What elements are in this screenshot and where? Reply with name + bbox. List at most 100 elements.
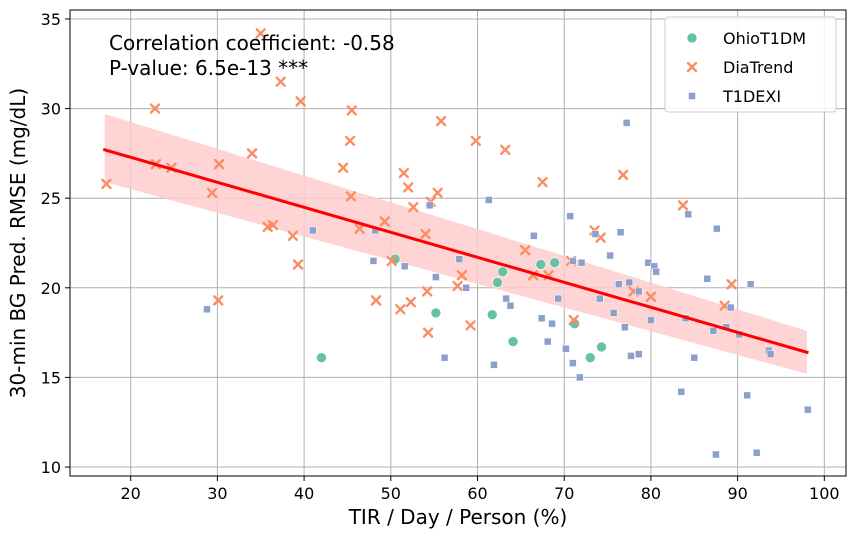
legend-item-ohiot1dm: OhioT1DM xyxy=(686,29,806,48)
data-point xyxy=(255,28,266,39)
data-point xyxy=(519,244,531,256)
marker-stroke xyxy=(149,103,161,114)
data-point xyxy=(625,278,633,287)
x-ticks: 20 30 40 50 60 70 80 90 100 xyxy=(121,476,840,503)
y-tick-label: 25 xyxy=(41,189,61,208)
data-point xyxy=(709,327,718,335)
marker-stroke xyxy=(213,158,225,170)
data-point xyxy=(566,212,575,220)
data-point xyxy=(500,144,511,156)
data-point xyxy=(535,259,547,270)
marker-stroke xyxy=(101,178,112,190)
y-tick-label: 30 xyxy=(41,100,61,119)
data-point xyxy=(497,266,508,277)
series-ohiot1dm xyxy=(316,253,607,364)
data-point xyxy=(677,200,689,211)
data-point xyxy=(537,314,546,323)
legend-item-t1dexi: T1DEXI xyxy=(688,87,781,106)
x-tick-label: 100 xyxy=(809,484,840,503)
data-point xyxy=(316,352,327,364)
y-tick-label: 15 xyxy=(41,368,61,387)
marker-stroke xyxy=(432,187,443,199)
data-point xyxy=(246,148,258,159)
marker-stroke xyxy=(617,169,629,181)
data-point xyxy=(606,251,614,260)
data-point xyxy=(402,182,414,193)
confidence-band-area xyxy=(104,113,807,374)
data-point xyxy=(101,178,112,190)
data-point xyxy=(465,320,476,331)
data-point xyxy=(621,323,629,331)
x-tick-label: 60 xyxy=(467,484,487,503)
legend: OhioT1DM DiaTrend T1DEXI xyxy=(664,16,837,113)
p-value-annotation: P-value: 6.5e-13 *** xyxy=(109,56,308,80)
data-point xyxy=(576,373,584,382)
data-point xyxy=(647,316,655,324)
data-point xyxy=(584,352,596,364)
marker-stroke xyxy=(267,219,279,231)
data-point xyxy=(149,103,161,114)
data-point xyxy=(432,273,440,281)
marker-stroke xyxy=(456,270,468,281)
data-point xyxy=(596,341,607,353)
data-point xyxy=(435,115,447,127)
data-point xyxy=(615,280,623,288)
data-point xyxy=(645,291,657,302)
data-point xyxy=(635,350,643,358)
marker-stroke xyxy=(568,314,579,326)
data-point xyxy=(492,277,503,288)
data-point xyxy=(530,232,538,240)
data-point xyxy=(713,224,721,233)
data-point xyxy=(470,135,481,147)
x-axis-label: TIR / Day / Person (%) xyxy=(348,505,568,529)
x-tick-label: 20 xyxy=(121,484,141,503)
y-tick-label: 10 xyxy=(41,458,61,477)
data-point xyxy=(203,305,211,314)
data-point xyxy=(712,450,720,459)
data-point xyxy=(554,294,562,303)
marker-stroke xyxy=(645,291,657,302)
y-tick-label: 20 xyxy=(41,279,61,298)
data-point xyxy=(292,259,304,270)
data-point xyxy=(743,391,751,400)
y-axis-label: 30-min BG Pred. RMSE (mg/dL) xyxy=(6,88,30,398)
data-point xyxy=(690,353,699,362)
marker-stroke xyxy=(422,286,433,297)
marker-stroke xyxy=(537,176,548,188)
marker-stroke xyxy=(346,105,357,116)
data-point xyxy=(652,267,660,276)
marker-stroke xyxy=(246,148,258,159)
data-point xyxy=(369,257,378,265)
data-point xyxy=(627,352,635,360)
marker-stroke xyxy=(465,320,476,331)
data-point xyxy=(616,228,625,236)
marker-stroke xyxy=(470,135,481,147)
y-ticks: 10 15 20 25 30 35 xyxy=(41,10,70,477)
x-tick-label: 80 xyxy=(641,484,661,503)
marker-stroke xyxy=(405,296,416,308)
data-point xyxy=(684,210,692,219)
legend-label: DiaTrend xyxy=(723,58,793,77)
data-point xyxy=(562,344,570,353)
data-point xyxy=(452,280,463,292)
data-point xyxy=(677,388,686,396)
marker-stroke xyxy=(344,135,356,147)
data-point xyxy=(635,287,643,296)
x-tick-label: 70 xyxy=(554,484,574,503)
legend-marker xyxy=(686,32,698,44)
data-point xyxy=(569,257,577,265)
data-point xyxy=(502,294,510,303)
marker-stroke xyxy=(686,61,698,73)
x-tick-label: 40 xyxy=(294,484,314,503)
marker-stroke xyxy=(337,162,349,173)
marker-stroke xyxy=(719,300,730,311)
legend-item-diatrend: DiaTrend xyxy=(686,58,793,77)
data-point xyxy=(804,405,812,414)
marker-stroke xyxy=(295,96,306,107)
marker-stroke xyxy=(370,295,382,306)
data-point xyxy=(295,96,306,107)
marker-stroke xyxy=(435,115,447,127)
marker-stroke xyxy=(395,304,406,315)
data-points xyxy=(101,28,812,459)
data-point xyxy=(507,336,519,347)
